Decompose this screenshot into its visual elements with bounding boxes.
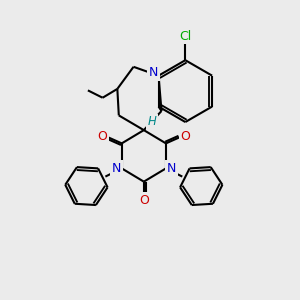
Text: O: O [139, 194, 149, 207]
Text: Cl: Cl [179, 29, 191, 43]
Text: N: N [148, 66, 158, 79]
Text: O: O [97, 130, 107, 142]
Text: H: H [148, 116, 157, 128]
Text: N: N [167, 162, 176, 175]
Text: O: O [181, 130, 190, 142]
Text: N: N [112, 162, 121, 175]
